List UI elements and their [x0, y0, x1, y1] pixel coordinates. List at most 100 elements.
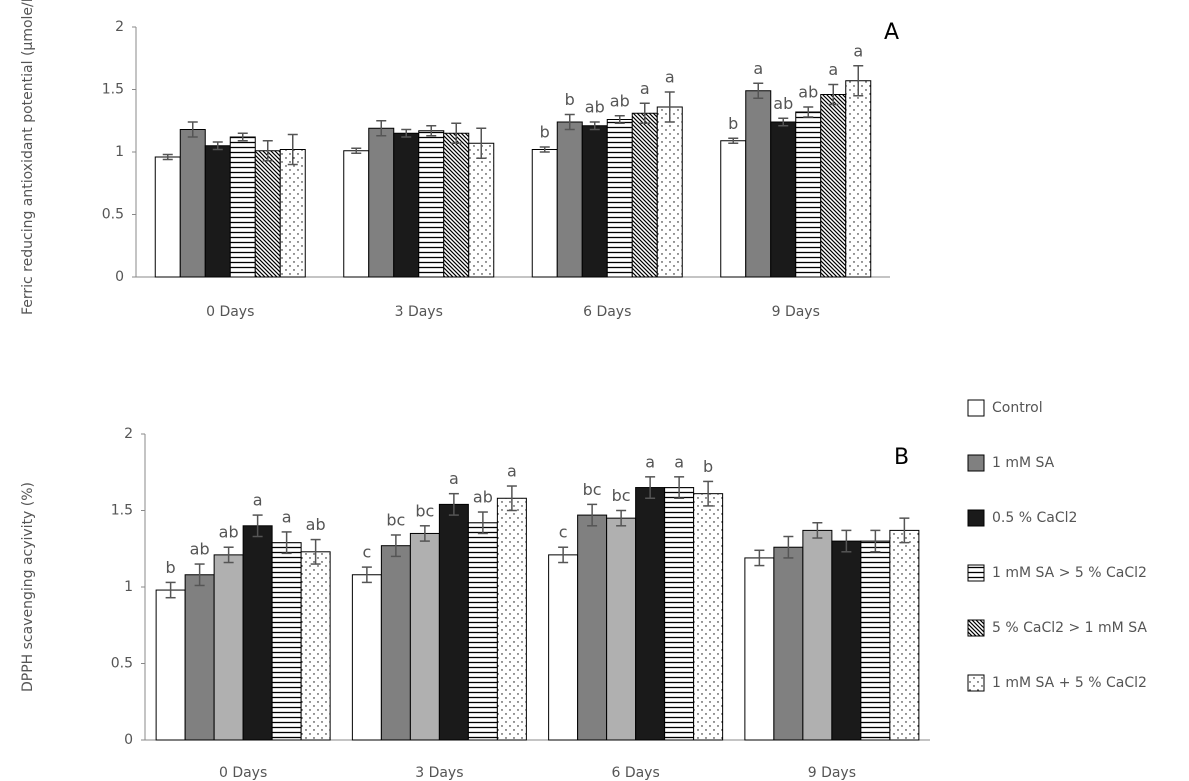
error-bar — [703, 480, 714, 507]
error-bar — [187, 121, 198, 138]
y-axis-label: DPPH scavenging acyivity (%) — [20, 482, 36, 692]
bar — [745, 90, 772, 278]
bar — [860, 540, 891, 741]
error-bar — [451, 122, 462, 144]
bar — [368, 127, 395, 278]
error-bar — [252, 514, 263, 538]
error-bar — [194, 563, 205, 587]
bar — [773, 546, 804, 741]
legend-label: 1 mM SA > 5 % CaCl2 — [992, 565, 1147, 581]
error-bar — [753, 82, 764, 99]
significance-letter: a — [507, 462, 517, 481]
significance-letter: bc — [386, 510, 405, 529]
bar — [556, 121, 583, 278]
bar — [744, 557, 775, 741]
error-bar — [448, 492, 459, 516]
significance-letter: a — [853, 41, 863, 60]
x-tick-label: 6 Days — [611, 765, 659, 781]
bar — [443, 132, 470, 278]
error-bar — [853, 65, 864, 97]
significance-letter: a — [828, 60, 838, 79]
bar — [635, 487, 666, 741]
significance-letter: ab — [610, 91, 630, 110]
y-tick-label: 1 — [115, 144, 124, 160]
error-bar — [639, 102, 650, 124]
bar — [467, 522, 498, 741]
x-tick-label: 3 Days — [415, 765, 463, 781]
bar — [820, 94, 847, 278]
significance-letter: b — [565, 90, 575, 109]
bar — [438, 503, 469, 741]
error-bar — [477, 511, 488, 535]
panel-label: B — [894, 445, 909, 470]
significance-letter: a — [282, 507, 292, 526]
significance-letter: a — [449, 469, 459, 488]
error-bar — [803, 106, 814, 118]
error-bar — [390, 534, 401, 558]
bar — [889, 529, 920, 741]
error-bar — [287, 133, 298, 166]
bar — [418, 130, 445, 278]
error-bar — [841, 529, 852, 553]
bar — [155, 589, 186, 741]
significance-letter: bc — [612, 486, 631, 505]
significance-letter: a — [665, 68, 675, 87]
error-bar — [237, 132, 248, 142]
error-bar — [754, 549, 765, 567]
x-tick-label: 0 Days — [206, 304, 254, 320]
significance-letter: b — [540, 123, 550, 142]
error-bar — [564, 113, 575, 131]
significance-letter: ab — [798, 83, 818, 102]
error-bar — [506, 485, 517, 512]
significance-letter: ab — [219, 523, 239, 542]
error-bar — [262, 140, 273, 162]
bar — [271, 542, 302, 741]
error-bar — [645, 476, 656, 500]
bar — [393, 132, 420, 278]
error-bar — [828, 83, 839, 106]
error-bar — [870, 529, 881, 553]
legend-label: 1 mM SA + 5 % CaCl2 — [992, 675, 1147, 691]
error-bar — [165, 581, 176, 599]
significance-letter: bc — [415, 501, 434, 520]
significance-letter: b — [703, 457, 713, 476]
bar — [845, 80, 872, 278]
error-bar — [281, 531, 292, 555]
error-bar — [476, 127, 487, 159]
bar — [606, 119, 633, 278]
bar — [380, 545, 411, 741]
panel-label: A — [884, 20, 899, 45]
x-tick-label: 0 Days — [219, 765, 267, 781]
legend-swatch — [967, 674, 985, 692]
significance-letter: ab — [190, 540, 210, 559]
bar — [664, 487, 695, 741]
bar — [242, 525, 273, 741]
bar — [179, 129, 206, 278]
bar — [548, 554, 579, 741]
y-tick-label: 2 — [115, 19, 124, 35]
error-bar — [419, 525, 430, 542]
bar — [204, 145, 231, 278]
y-tick-label: 0 — [124, 732, 133, 748]
y-tick-label: 0 — [115, 269, 124, 285]
legend-swatch — [967, 619, 985, 637]
error-bar — [426, 125, 437, 137]
bar — [577, 514, 608, 741]
bar — [606, 517, 637, 741]
bar — [468, 142, 495, 278]
y-axis-label: Ferric reducing antioxidant potential (µ… — [20, 0, 36, 315]
significance-letter: ab — [773, 94, 793, 113]
error-bar — [899, 517, 910, 544]
y-tick-label: 1.5 — [102, 82, 124, 98]
bar — [720, 140, 747, 278]
error-bar — [361, 566, 372, 584]
significance-letter: a — [640, 79, 650, 98]
bar — [213, 554, 244, 741]
x-tick-label: 3 Days — [395, 304, 443, 320]
error-bar — [614, 115, 625, 124]
bar — [343, 150, 370, 278]
x-tick-label: 9 Days — [808, 765, 856, 781]
significance-letter: a — [753, 59, 763, 78]
legend-swatch — [967, 399, 985, 417]
